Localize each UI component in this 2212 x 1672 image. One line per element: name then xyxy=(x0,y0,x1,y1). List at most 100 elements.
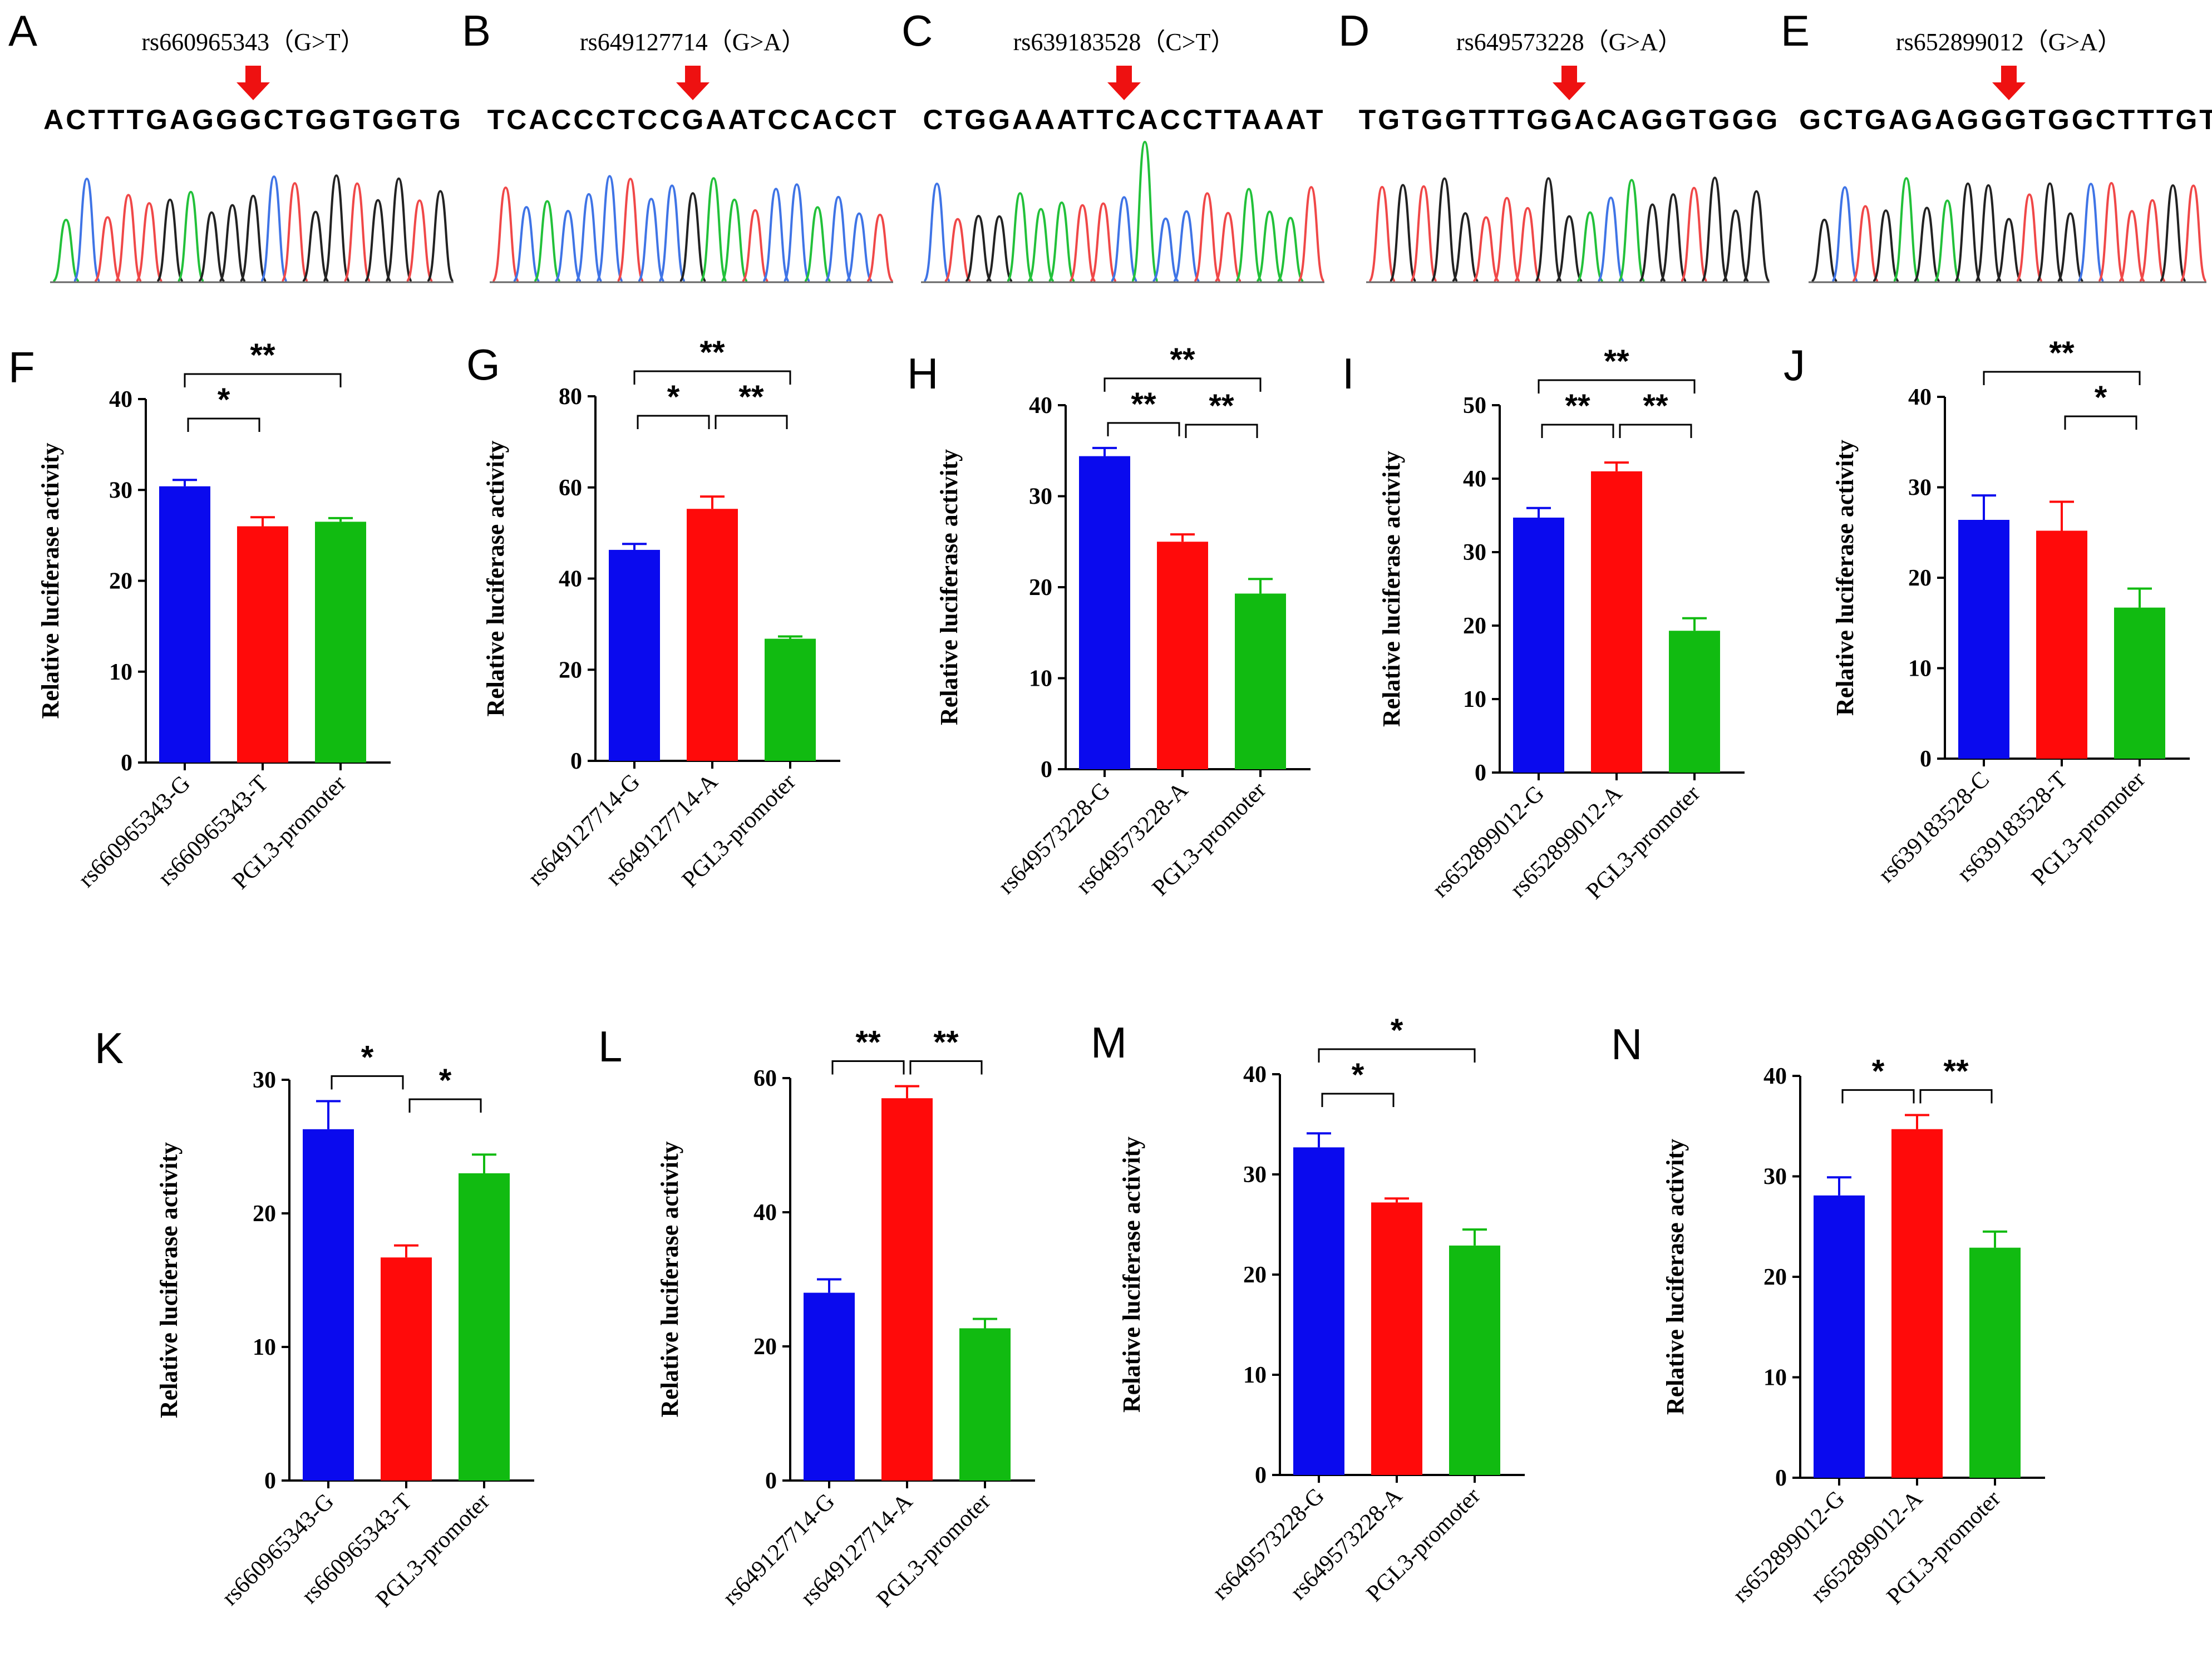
significance-label: ** xyxy=(699,335,725,371)
mutation-arrow-icon xyxy=(1992,66,2026,100)
y-tick-label: 30 xyxy=(1029,484,1052,510)
peak-G xyxy=(218,204,247,282)
y-tick-label: 0 xyxy=(765,1468,777,1494)
mutation-arrow-icon xyxy=(1107,66,1141,100)
peak-T xyxy=(1214,212,1242,282)
peak-T xyxy=(135,202,164,282)
peak-A xyxy=(1027,208,1055,282)
significance-bracket xyxy=(1619,424,1692,438)
significance-bracket xyxy=(2064,415,2137,430)
bar-2 xyxy=(381,1257,432,1481)
peak-A xyxy=(1006,192,1034,282)
y-axis-label: Relative luciferase activity xyxy=(37,442,64,719)
y-axis-label: Relative luciferase activity xyxy=(1118,1137,1145,1413)
panel-letter: G xyxy=(466,340,500,389)
y-tick-label: 20 xyxy=(1463,613,1486,639)
bar-2 xyxy=(1891,1129,1943,1478)
peak-T xyxy=(405,199,434,282)
chromatogram xyxy=(921,140,1326,283)
peak-A xyxy=(1617,179,1646,282)
significance-label: ** xyxy=(1131,386,1156,422)
peak-C xyxy=(637,198,666,282)
y-tick-label: 60 xyxy=(559,475,582,501)
mutation-arrow-icon xyxy=(237,66,270,100)
peak-C xyxy=(845,212,873,282)
peak-G xyxy=(1722,209,1750,282)
significance-bracket xyxy=(1318,1048,1476,1063)
y-tick-label: 0 xyxy=(1775,1466,1787,1491)
y-tick-label: 10 xyxy=(1029,666,1052,692)
bar-3 xyxy=(2114,607,2165,759)
bar-2 xyxy=(1371,1202,1422,1475)
bar-1 xyxy=(303,1129,354,1481)
y-tick-label: 10 xyxy=(1763,1365,1787,1391)
peak-C xyxy=(2077,183,2105,282)
significance-label: ** xyxy=(1209,388,1234,424)
peak-A xyxy=(52,218,80,282)
peak-G xyxy=(678,192,707,282)
peak-A xyxy=(1047,201,1076,282)
bar-1 xyxy=(609,549,660,761)
sequence-text: ACTTTGAGGGCTGGTGGTG xyxy=(43,104,463,135)
peak-G xyxy=(1811,218,1838,282)
significance-label: ** xyxy=(738,379,764,415)
peak-G xyxy=(1872,209,1899,282)
peak-A xyxy=(1577,211,1604,282)
chromatogram xyxy=(50,174,455,283)
peak-C xyxy=(1110,196,1139,282)
bar-1 xyxy=(1513,517,1564,773)
significance-bracket xyxy=(637,415,710,429)
significance-label: * xyxy=(1391,1012,1403,1049)
peak-A xyxy=(176,190,205,282)
y-tick-label: 30 xyxy=(1243,1162,1267,1188)
y-tick-label: 0 xyxy=(570,749,582,774)
significance-bracket xyxy=(1983,371,2141,385)
bar-2 xyxy=(1591,471,1642,773)
mutation-arrow-icon xyxy=(1553,66,1586,100)
peak-T xyxy=(1851,205,1879,282)
significance-label: ** xyxy=(1604,343,1629,380)
peak-C xyxy=(554,209,582,282)
panel-letter: K xyxy=(95,1024,124,1073)
peak-T xyxy=(1680,186,1708,282)
y-tick-label: 20 xyxy=(1908,565,1932,591)
significance-label: ** xyxy=(250,337,275,373)
y-tick-label: 10 xyxy=(1463,687,1486,712)
snp-title: rs649127714（G>A） xyxy=(580,28,806,56)
significance-bracket xyxy=(1841,1089,1915,1104)
significance-bracket xyxy=(1541,424,1614,438)
peak-A xyxy=(699,177,728,282)
snp-title: rs660965343（G>T） xyxy=(141,28,364,56)
panel-letter: H xyxy=(907,349,938,398)
peak-T xyxy=(114,194,142,282)
peak-C xyxy=(260,175,288,282)
snp-title: rs639183528（C>T） xyxy=(1013,28,1235,56)
y-tick-label: 30 xyxy=(1908,475,1932,501)
y-axis-label: Relative luciferase activity xyxy=(1662,1139,1689,1415)
significance-label: * xyxy=(667,379,680,415)
mutation-arrow-icon xyxy=(676,66,710,100)
bar-3 xyxy=(1669,631,1720,773)
y-tick-label: 40 xyxy=(1463,466,1486,492)
y-tick-label: 40 xyxy=(1908,385,1932,410)
significance-label: * xyxy=(361,1039,374,1075)
y-axis-label: Relative luciferase activity xyxy=(482,440,509,716)
peak-C xyxy=(782,183,811,282)
y-tick-label: 20 xyxy=(109,569,132,594)
significance-label: ** xyxy=(1170,342,1195,378)
peak-G xyxy=(965,214,992,282)
chromatogram xyxy=(490,175,894,283)
peak-C xyxy=(658,184,686,282)
peak-G xyxy=(1430,177,1459,282)
peak-G xyxy=(1913,206,1941,282)
peak-C xyxy=(595,175,624,282)
peak-T xyxy=(944,218,972,282)
bar-3 xyxy=(765,638,816,761)
peak-C xyxy=(762,188,790,282)
peak-G xyxy=(426,190,455,282)
y-tick-label: 20 xyxy=(559,657,582,683)
